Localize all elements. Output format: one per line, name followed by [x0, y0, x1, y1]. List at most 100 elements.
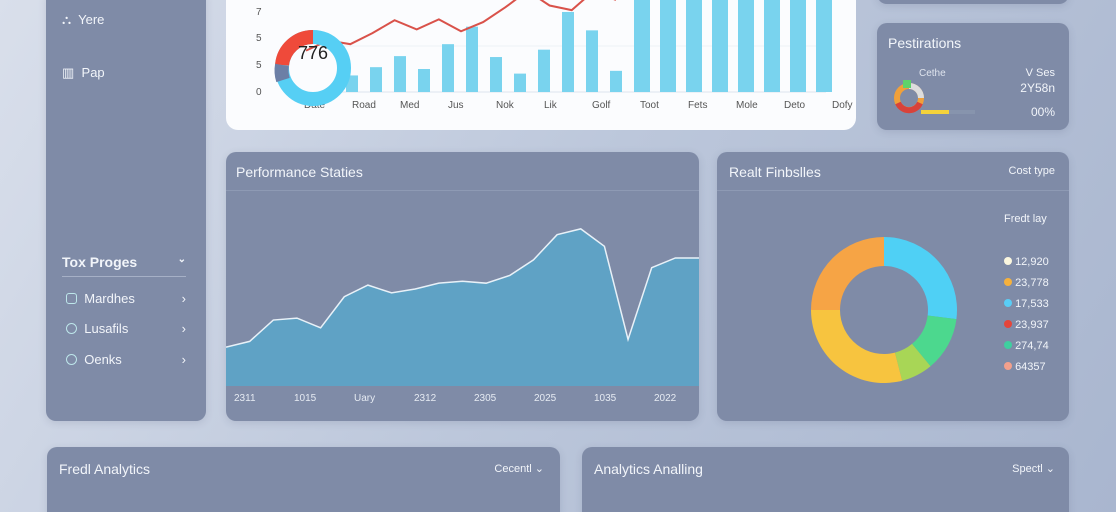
legend-label: 274,74: [1015, 340, 1049, 352]
chevron-down-icon: ⌄: [177, 254, 186, 265]
donut-chart: [811, 237, 957, 383]
chevron-down-icon: ⌄: [534, 463, 544, 475]
x-tick-label: Deto: [784, 100, 806, 111]
bottom-right-card: Analytics Analling Spectl ⌄: [582, 447, 1069, 512]
bar: [586, 30, 598, 92]
x-tick-label: Lik: [544, 100, 558, 111]
x-tick-label: Jus: [448, 100, 464, 111]
x-tick-label: 2312: [414, 393, 437, 404]
section-header[interactable]: Tox Proges ⌄: [62, 254, 186, 270]
chevron-right-icon: ›: [181, 321, 186, 336]
card-title: Realt Finbslles: [729, 164, 821, 180]
area-chart: 2311 1015 Uary 2312 2305 2025 1035 2022: [226, 228, 699, 404]
bar: [418, 69, 430, 92]
period-dropdown[interactable]: Spectl ⌄: [1012, 463, 1055, 475]
bottom-left-card: Fredl Analytics Cecentl ⌄: [47, 447, 560, 512]
period-dropdown[interactable]: Cecentl ⌄: [494, 463, 544, 475]
legend-dot: [1004, 299, 1012, 307]
y-tick-label: 5: [256, 60, 262, 71]
circle-icon: [66, 323, 77, 334]
performance-card: Performance Staties 2311 1015 Uary 2312 2305…: [226, 152, 699, 421]
legend-item: 12,920: [1004, 256, 1049, 268]
bar: [370, 67, 382, 92]
card-title: Performance Staties: [236, 164, 363, 180]
legend-item: 23,778: [1004, 277, 1049, 289]
legend-dot: [1004, 257, 1012, 265]
x-tick-label: 1015: [294, 393, 317, 404]
bar: [634, 0, 650, 92]
nav-item-pap[interactable]: ▥ Pap: [62, 65, 105, 80]
bar: [514, 73, 526, 92]
legend-dot: [1004, 362, 1012, 370]
area-fill: [226, 228, 699, 386]
donut-segment: [912, 315, 957, 367]
pestirations-card: Pestirations Cethe V Ses 2Y58n 00%: [877, 23, 1069, 130]
bar: [562, 11, 574, 92]
x-tick-label: 2022: [654, 393, 677, 404]
x-tick-label: Dofy: [832, 100, 853, 111]
x-tick-label: Fets: [688, 100, 707, 111]
top-chart-card: 0 5 5 7 Date Road Med Jus Nok Lik Golf Toot Fets Mole…: [226, 0, 856, 130]
bar: [660, 0, 676, 92]
divider: [62, 276, 186, 277]
legend-label: 23,778: [1015, 277, 1049, 289]
bar: [738, 0, 754, 92]
donut-segment: [811, 310, 903, 383]
bar: [466, 26, 478, 92]
bar: [610, 70, 622, 92]
x-tick-label: Uary: [354, 393, 375, 404]
gauge-icon: [894, 80, 975, 114]
legend-label: 23,937: [1015, 319, 1049, 331]
circle-icon: [66, 354, 77, 365]
x-tick-label: Road: [352, 100, 376, 111]
trend-line: [305, 0, 616, 52]
legend-item: 64357: [1004, 361, 1046, 373]
legend-dot: [1004, 320, 1012, 328]
stat-value: 2Y58n: [1020, 81, 1055, 95]
top-right-card: [877, 0, 1069, 4]
stat-percent: 00%: [1030, 105, 1055, 119]
stat-label: Cethe: [919, 68, 946, 79]
bar: [394, 56, 406, 92]
bar: [816, 0, 832, 92]
legend-label: 17,533: [1015, 298, 1049, 310]
sidebar: ⛬ Yere ▥ Pap Tox Proges ⌄ Mardhes › Lusafi…: [46, 0, 206, 421]
bar: [790, 0, 806, 92]
card-title: Fredl Analytics: [59, 461, 151, 477]
chevron-down-icon: ⌄: [1045, 463, 1055, 475]
legend-dot: [1004, 341, 1012, 349]
donut-segment: [275, 29, 314, 67]
donut-segment: [894, 343, 931, 381]
donut-segment: [811, 237, 884, 310]
list-item[interactable]: Mardhes ›: [66, 291, 186, 306]
chevron-right-icon: ›: [181, 291, 186, 306]
x-tick-label: 2311: [234, 393, 256, 404]
y-tick-label: 5: [256, 33, 262, 44]
legend-label: 64357: [1015, 361, 1046, 373]
card-title: Pestirations: [888, 35, 962, 51]
y-tick-label: 7: [256, 7, 262, 18]
legend-item: 274,74: [1004, 340, 1049, 352]
legend-item: 17,533: [1004, 298, 1049, 310]
bar: [764, 0, 780, 92]
nav-item-yere[interactable]: ⛬ Yere: [62, 12, 105, 27]
bar: [712, 0, 728, 92]
x-tick-label: Nok: [496, 100, 515, 111]
donut-value: 776: [298, 43, 329, 63]
x-tick-label: 2025: [534, 393, 557, 404]
stat-value: V Ses: [1025, 67, 1055, 79]
x-tick-label: 2305: [474, 393, 497, 404]
building-icon: ▥: [62, 65, 75, 80]
bar: [490, 57, 502, 92]
bar: [686, 0, 702, 92]
bar: [538, 49, 550, 92]
area-line: [226, 228, 699, 348]
bar: [442, 44, 454, 92]
card-title: Analytics Analling: [594, 461, 703, 477]
y-tick-label: 0: [256, 87, 262, 98]
list-item[interactable]: Lusafils ›: [66, 321, 186, 336]
cost-type-button[interactable]: Cost type: [1008, 165, 1055, 177]
legend-dot: [1004, 278, 1012, 286]
list-item[interactable]: Oenks ›: [66, 352, 186, 367]
donut-segment: [274, 63, 290, 83]
